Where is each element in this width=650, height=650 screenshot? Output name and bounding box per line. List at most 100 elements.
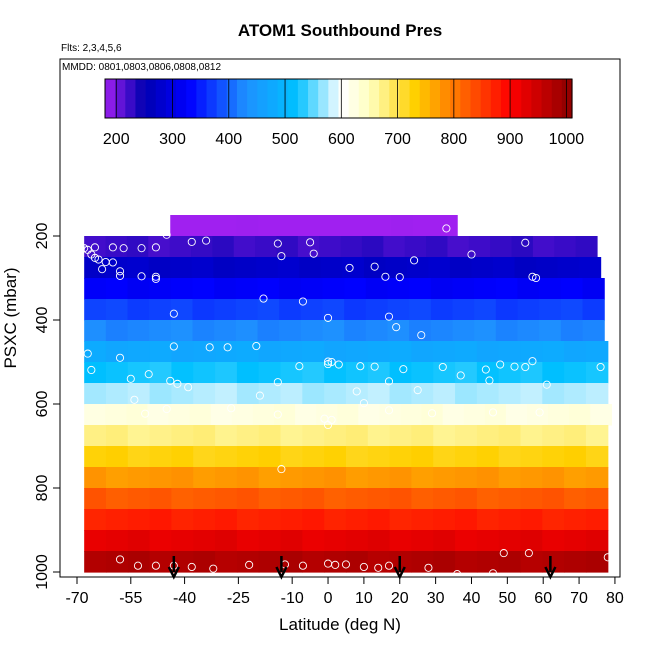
heatmap-cell <box>455 467 478 489</box>
heatmap-cell <box>542 383 565 405</box>
data-point <box>298 561 307 570</box>
heatmap-cell <box>409 299 432 321</box>
colorbar-segment <box>511 79 522 118</box>
heatmap-cell <box>498 467 522 489</box>
data-point <box>245 560 254 569</box>
colorbar-segment <box>419 79 431 118</box>
data-point <box>528 272 537 281</box>
heatmap-cell <box>542 551 565 573</box>
heatmap-cell <box>258 446 282 468</box>
data-point <box>413 386 422 395</box>
heatmap-cell <box>526 404 549 426</box>
heatmap-cell <box>517 299 540 321</box>
data-point <box>108 243 117 252</box>
heatmap-cell <box>280 383 303 405</box>
data-point <box>309 249 318 258</box>
data-point <box>162 404 171 414</box>
heatmap-cell <box>300 299 324 321</box>
heatmap-cell <box>171 509 194 531</box>
heatmap-cell <box>542 362 565 384</box>
heatmap-cell <box>564 551 587 573</box>
heatmap-cell <box>474 278 497 300</box>
heatmap-cell <box>455 362 478 384</box>
data-point <box>151 272 160 281</box>
heatmap-cell <box>367 509 391 531</box>
heatmap-cell <box>455 509 478 531</box>
heatmap-cell <box>367 362 391 384</box>
heatmap-cell <box>411 530 434 552</box>
heatmap-cell <box>215 551 238 573</box>
heatmap-cell <box>215 383 238 405</box>
heatmap-cell <box>258 215 282 237</box>
heatmap-cell <box>324 425 347 447</box>
heatmap-cell <box>105 530 129 552</box>
heatmap-cell <box>455 383 478 405</box>
heatmap-cell <box>84 488 107 510</box>
heatmap-cell <box>385 257 408 279</box>
heatmap-cell <box>582 320 605 342</box>
colorbar-segment <box>257 79 269 118</box>
heatmap-cell <box>257 320 280 342</box>
heatmap-cell <box>585 425 609 447</box>
colorbar-segment <box>145 79 157 118</box>
heatmap-cell <box>433 488 456 510</box>
colorbar-segment <box>196 79 208 118</box>
heatmap-cell <box>258 551 282 573</box>
heatmap-cell <box>564 383 587 405</box>
colorbar-segment <box>368 79 380 118</box>
heatmap-cell <box>193 488 216 510</box>
heatmap-cell <box>105 446 129 468</box>
heatmap-cell <box>149 467 173 489</box>
heatmap-cell <box>411 362 434 384</box>
x-tick-label: -55 <box>119 590 142 607</box>
heatmap-cell <box>435 215 458 237</box>
heatmap-cell <box>299 257 322 279</box>
data-point <box>334 360 343 369</box>
data-point <box>295 362 304 371</box>
data-point <box>488 408 498 417</box>
data-point <box>169 309 178 318</box>
heatmap-cell <box>590 404 612 426</box>
data-point <box>424 563 433 572</box>
data-point <box>90 243 99 252</box>
heatmap-cell <box>297 236 320 258</box>
heatmap-cell <box>476 341 500 363</box>
flights-note: Flts: 2,3,4,5,6 <box>61 43 122 54</box>
data-point <box>596 362 605 372</box>
heatmap-cell <box>189 404 212 426</box>
heatmap-cell <box>430 299 454 321</box>
x-tick-label: 10 <box>355 590 373 607</box>
heatmap-cell <box>214 320 237 342</box>
heatmap-cell <box>539 278 562 300</box>
heatmap-cell <box>170 299 194 321</box>
heatmap-cell <box>149 320 172 342</box>
heatmap-cell <box>105 278 129 300</box>
flight-points <box>72 224 612 579</box>
colorbar-segment <box>135 79 147 118</box>
heatmap-cell <box>476 509 500 531</box>
heatmap-cell <box>554 236 577 258</box>
heatmap-cell <box>171 530 194 552</box>
heatmap-cell <box>389 362 413 384</box>
colorbar-segment <box>561 79 573 118</box>
heatmap-cell <box>389 530 413 552</box>
heatmap-cell <box>233 236 256 258</box>
heatmap-cell <box>236 446 260 468</box>
heatmap-cell <box>520 383 543 405</box>
data-point <box>510 362 519 371</box>
heatmap-cell <box>564 425 587 447</box>
heatmap-cell <box>277 257 300 279</box>
heatmap-cell <box>280 446 303 468</box>
data-point <box>359 399 368 408</box>
colorbar-segment <box>338 79 350 118</box>
heatmap-cell <box>390 215 414 237</box>
heatmap-cell <box>520 425 543 447</box>
dates-note: MMDD: 0801,0803,0806,0808,0812 <box>62 62 221 73</box>
heatmap-cell <box>569 404 591 426</box>
heatmap-cell <box>302 551 325 573</box>
heatmap-cell <box>585 530 609 552</box>
heatmap-cell <box>215 362 238 384</box>
heatmap-cell <box>215 467 238 489</box>
heatmap-cell <box>498 383 522 405</box>
